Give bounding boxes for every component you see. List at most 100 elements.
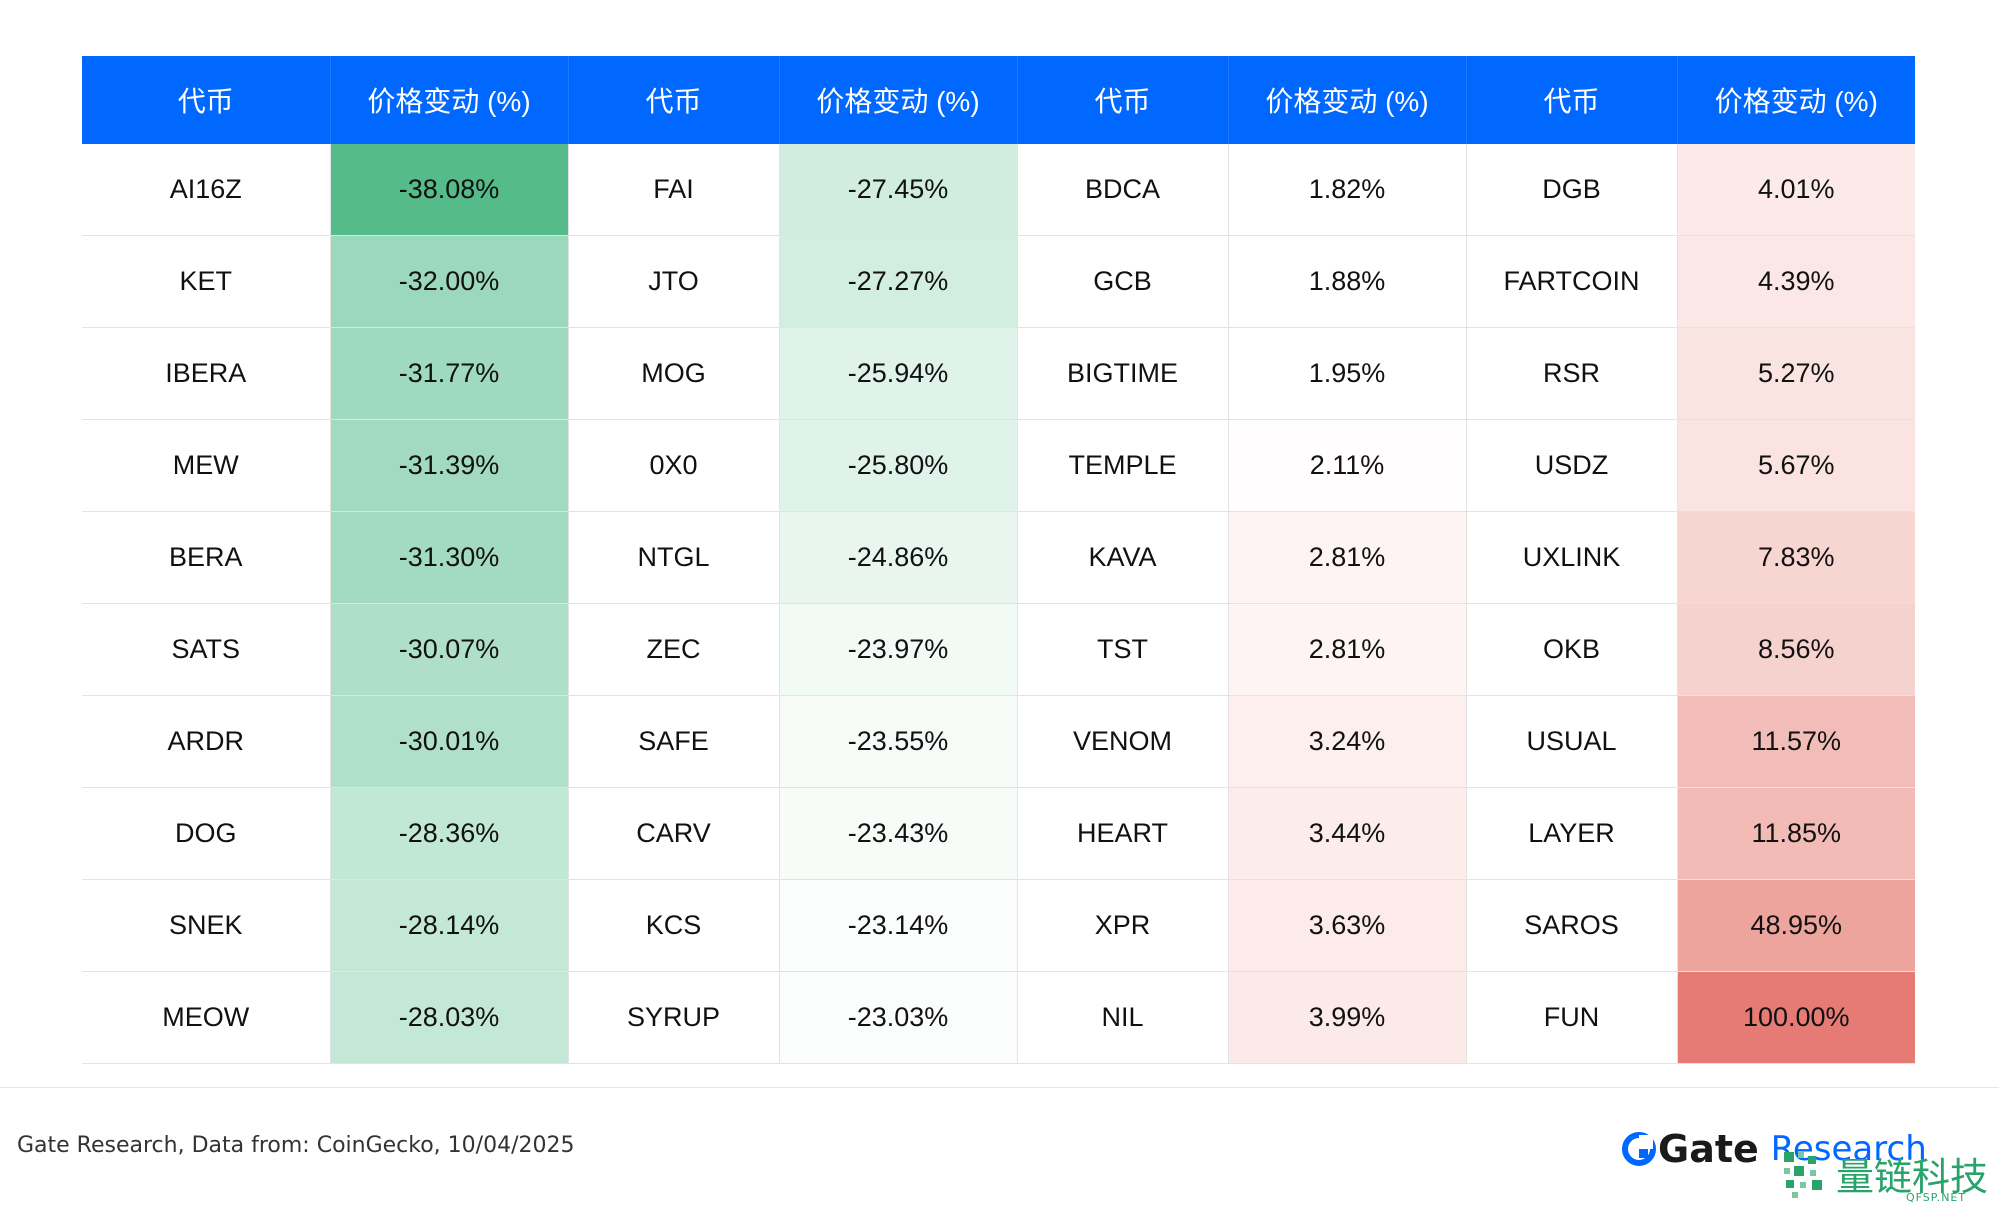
token-cell: MEW xyxy=(82,419,330,512)
price-change-cell: 100.00% xyxy=(1676,971,1915,1064)
price-change-cell: 3.44% xyxy=(1227,787,1466,880)
price-change-cell: 3.99% xyxy=(1227,971,1466,1064)
price-change-cell: 2.81% xyxy=(1227,511,1466,604)
table-row: ARDR -30.01% SAFE -23.55% VENOM 3.24% USUAL 11.… xyxy=(82,695,1915,788)
token-cell: OKB xyxy=(1465,603,1677,696)
price-change-cell: 1.95% xyxy=(1227,327,1466,420)
header-token-3: 代币 xyxy=(1016,56,1228,144)
token-cell: JTO xyxy=(567,235,779,328)
price-change-cell: -25.80% xyxy=(778,419,1017,512)
price-change-cell: 11.57% xyxy=(1676,695,1915,788)
watermark: 量链科技 QFSP.NET xyxy=(1778,1146,1988,1206)
token-cell: MOG xyxy=(567,327,779,420)
token-cell: IBERA xyxy=(82,327,330,420)
price-change-cell: -30.07% xyxy=(329,603,568,696)
price-change-cell: 4.01% xyxy=(1676,144,1915,236)
token-cell: MEOW xyxy=(82,971,330,1064)
header-token-4: 代币 xyxy=(1465,56,1677,144)
header-change-2: 价格变动 (%) xyxy=(778,56,1017,144)
token-cell: USDZ xyxy=(1465,419,1677,512)
price-change-cell: -23.14% xyxy=(778,879,1017,972)
price-change-cell: 7.83% xyxy=(1676,511,1915,604)
table-row: BERA -31.30% NTGL -24.86% KAVA 2.81% UXLINK 7.8… xyxy=(82,511,1915,604)
token-cell: UXLINK xyxy=(1465,511,1677,604)
header-token-2: 代币 xyxy=(567,56,779,144)
price-change-cell: -31.39% xyxy=(329,419,568,512)
header-token-1: 代币 xyxy=(82,56,330,144)
price-change-cell: 3.63% xyxy=(1227,879,1466,972)
price-change-cell: -23.03% xyxy=(778,971,1017,1064)
table-row: SATS -30.07% ZEC -23.97% TST 2.81% OKB 8.56% xyxy=(82,603,1915,696)
watermark-qr-icon xyxy=(1784,1152,1822,1198)
token-cell: LAYER xyxy=(1465,787,1677,880)
price-change-cell: 4.39% xyxy=(1676,235,1915,328)
token-cell: NIL xyxy=(1016,971,1228,1064)
token-cell: USUAL xyxy=(1465,695,1677,788)
header-change-3: 价格变动 (%) xyxy=(1227,56,1466,144)
header-row: 代币 价格变动 (%) 代币 价格变动 (%) 代币 价格变动 (%) 代币 价… xyxy=(82,56,1915,144)
price-change-cell: 5.67% xyxy=(1676,419,1915,512)
price-change-table-container: 代币 价格变动 (%) 代币 价格变动 (%) 代币 价格变动 (%) 代币 价… xyxy=(82,56,1915,1064)
watermark-text: 量链科技 xyxy=(1836,1155,1989,1199)
header-change-1: 价格变动 (%) xyxy=(329,56,568,144)
token-cell: DOG xyxy=(82,787,330,880)
token-cell: BIGTIME xyxy=(1016,327,1228,420)
table-row: IBERA -31.77% MOG -25.94% BIGTIME 1.95% RSR 5.2… xyxy=(82,327,1915,420)
brand-name: Gate xyxy=(1658,1127,1759,1171)
gate-research-logo: Gate Research xyxy=(1622,1124,1927,1174)
gate-logo-icon xyxy=(1622,1132,1656,1166)
token-cell: FAI xyxy=(567,144,779,236)
table-header: 代币 价格变动 (%) 代币 价格变动 (%) 代币 价格变动 (%) 代币 价… xyxy=(82,56,1915,144)
token-cell: SYRUP xyxy=(567,971,779,1064)
token-cell: ZEC xyxy=(567,603,779,696)
token-cell: FARTCOIN xyxy=(1465,235,1677,328)
price-change-cell: -28.36% xyxy=(329,787,568,880)
price-change-cell: 5.27% xyxy=(1676,327,1915,420)
price-change-cell: -24.86% xyxy=(778,511,1017,604)
price-change-cell: 48.95% xyxy=(1676,879,1915,972)
price-change-cell: -25.94% xyxy=(778,327,1017,420)
table-row: KET -32.00% JTO -27.27% GCB 1.88% FARTCOIN 4.39… xyxy=(82,235,1915,328)
token-cell: SATS xyxy=(82,603,330,696)
price-change-cell: 2.81% xyxy=(1227,603,1466,696)
token-cell: DGB xyxy=(1465,144,1677,236)
token-cell: ARDR xyxy=(82,695,330,788)
token-cell: FUN xyxy=(1465,971,1677,1064)
table-row: AI16Z -38.08% FAI -27.45% BDCA 1.82% DGB 4.01% xyxy=(82,144,1915,236)
token-cell: GCB xyxy=(1016,235,1228,328)
watermark-url: QFSP.NET xyxy=(1906,1191,1967,1204)
footer-divider xyxy=(0,1087,1999,1088)
table-row: MEOW -28.03% SYRUP -23.03% NIL 3.99% FUN 100.00… xyxy=(82,971,1915,1064)
token-cell: KET xyxy=(82,235,330,328)
header-change-4: 价格变动 (%) xyxy=(1676,56,1915,144)
table-row: DOG -28.36% CARV -23.43% HEART 3.44% LAYER 11.8… xyxy=(82,787,1915,880)
price-change-cell: -31.77% xyxy=(329,327,568,420)
token-cell: XPR xyxy=(1016,879,1228,972)
token-cell: SAFE xyxy=(567,695,779,788)
price-change-cell: -28.03% xyxy=(329,971,568,1064)
token-cell: BERA xyxy=(82,511,330,604)
price-change-cell: -23.97% xyxy=(778,603,1017,696)
price-change-cell: -27.45% xyxy=(778,144,1017,236)
price-change-cell: 8.56% xyxy=(1676,603,1915,696)
price-change-cell: -27.27% xyxy=(778,235,1017,328)
token-cell: NTGL xyxy=(567,511,779,604)
token-cell: TEMPLE xyxy=(1016,419,1228,512)
price-change-cell: -32.00% xyxy=(329,235,568,328)
token-cell: KCS xyxy=(567,879,779,972)
table-body: AI16Z -38.08% FAI -27.45% BDCA 1.82% DGB 4.01% K… xyxy=(82,144,1915,1064)
token-cell: SNEK xyxy=(82,879,330,972)
token-cell: 0X0 xyxy=(567,419,779,512)
price-change-cell: 1.82% xyxy=(1227,144,1466,236)
price-change-cell: -38.08% xyxy=(329,144,568,236)
token-cell: AI16Z xyxy=(82,144,330,236)
token-cell: CARV xyxy=(567,787,779,880)
token-cell: VENOM xyxy=(1016,695,1228,788)
price-change-cell: -28.14% xyxy=(329,879,568,972)
price-change-cell: 1.88% xyxy=(1227,235,1466,328)
table-row: MEW -31.39% 0X0 -25.80% TEMPLE 2.11% USDZ 5.67% xyxy=(82,419,1915,512)
price-change-cell: -30.01% xyxy=(329,695,568,788)
token-cell: KAVA xyxy=(1016,511,1228,604)
price-change-cell: -23.43% xyxy=(778,787,1017,880)
source-note: Gate Research, Data from: CoinGecko, 10/… xyxy=(17,1133,575,1158)
